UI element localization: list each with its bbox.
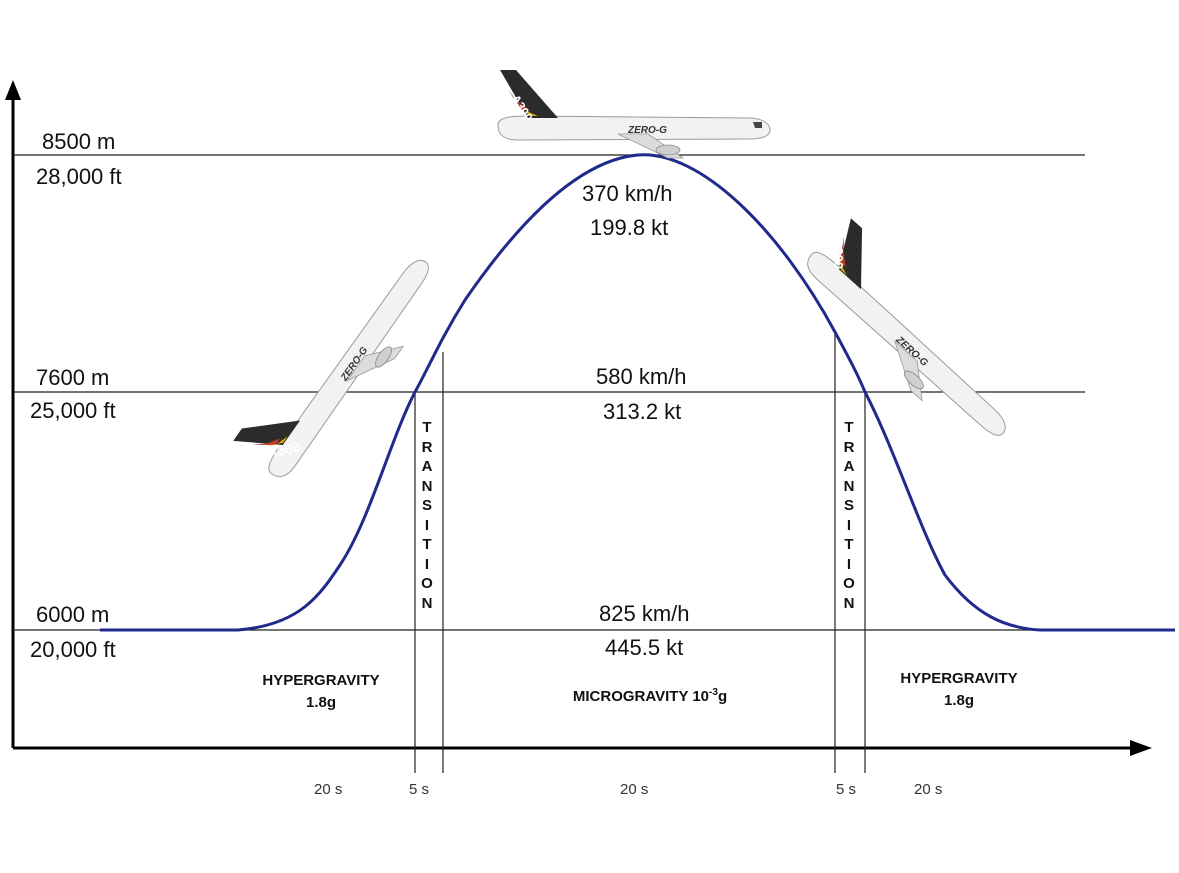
- duration-transition-right: 5 s: [836, 781, 857, 798]
- speed-top-kt: 199.8 kt: [590, 215, 669, 240]
- phase-hypergravity-left: HYPERGRAVITY 1.8g: [262, 672, 380, 711]
- altitude-middle-m: 7600 m: [36, 365, 110, 390]
- speed-middle-kmh: 580 km/h: [596, 364, 687, 389]
- duration-hyper-right: 20 s: [914, 781, 943, 798]
- altitude-bottom-ft: 20,000 ft: [30, 637, 116, 662]
- altitude-bottom-m: 6000 m: [36, 602, 110, 627]
- speed-top-kmh: 370 km/h: [582, 181, 673, 206]
- speed-bottom-kmh: 825 km/h: [599, 601, 690, 626]
- phase-microgravity: MICROGRAVITY 10-3g: [572, 687, 728, 705]
- aircraft-right-model: A300: [831, 238, 846, 269]
- duration-hyper-left: 20 s: [314, 781, 343, 798]
- speed-bottom-kt: 445.5 kt: [605, 635, 684, 660]
- altitude-middle-ft: 25,000 ft: [30, 398, 116, 423]
- speed-middle-kt: 313.2 kt: [603, 399, 682, 424]
- phase-hypergravity-right: HYPERGRAVITY 1.8g: [900, 670, 1018, 709]
- duration-micro: 20 s: [620, 781, 649, 798]
- aircraft-top-icon: A300 ZERO-G: [497, 70, 771, 159]
- aircraft-left-model: A300: [265, 438, 301, 461]
- duration-transition-left: 5 s: [409, 781, 430, 798]
- altitude-top-m: 8500 m: [42, 129, 116, 154]
- x-axis-arrowhead: [1130, 740, 1152, 756]
- y-axis-arrowhead: [5, 80, 21, 100]
- aircraft-right-icon: ZERO-G: [807, 218, 1006, 436]
- flight-trajectory-curve: [100, 153, 1175, 632]
- altitude-top-ft: 28,000 ft: [36, 164, 122, 189]
- aircraft-top-livery: ZERO-G: [627, 125, 667, 136]
